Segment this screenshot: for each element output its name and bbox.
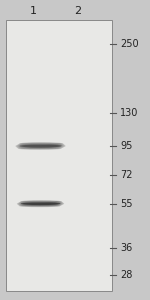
Text: 130: 130 [120, 108, 138, 118]
Ellipse shape [16, 144, 65, 146]
Ellipse shape [18, 202, 64, 204]
Text: 2: 2 [74, 5, 82, 16]
Text: 95: 95 [120, 141, 132, 151]
Ellipse shape [17, 203, 63, 206]
Bar [6, 20, 112, 291]
Ellipse shape [17, 144, 65, 146]
Ellipse shape [21, 200, 62, 202]
Ellipse shape [18, 148, 61, 150]
Ellipse shape [18, 202, 63, 204]
Ellipse shape [18, 143, 64, 146]
Ellipse shape [15, 145, 66, 147]
Text: 250: 250 [120, 39, 139, 49]
Ellipse shape [20, 145, 61, 148]
Ellipse shape [20, 201, 56, 203]
Ellipse shape [18, 204, 63, 206]
Text: 72: 72 [120, 170, 132, 180]
Ellipse shape [17, 203, 64, 205]
Ellipse shape [41, 202, 61, 204]
Ellipse shape [19, 143, 57, 145]
Ellipse shape [16, 146, 65, 148]
Text: 28: 28 [120, 270, 132, 280]
Text: 1: 1 [30, 5, 36, 16]
Ellipse shape [17, 147, 63, 149]
Text: 36: 36 [120, 243, 132, 253]
Ellipse shape [15, 145, 66, 147]
Ellipse shape [20, 201, 62, 203]
Ellipse shape [19, 205, 61, 207]
Ellipse shape [21, 202, 60, 205]
Ellipse shape [42, 145, 62, 147]
Ellipse shape [18, 204, 62, 206]
Ellipse shape [19, 205, 60, 207]
Ellipse shape [19, 143, 64, 145]
Ellipse shape [16, 146, 64, 148]
Ellipse shape [19, 201, 63, 203]
Text: 55: 55 [120, 199, 132, 208]
Ellipse shape [17, 147, 62, 149]
Ellipse shape [17, 202, 64, 205]
Ellipse shape [20, 142, 63, 145]
